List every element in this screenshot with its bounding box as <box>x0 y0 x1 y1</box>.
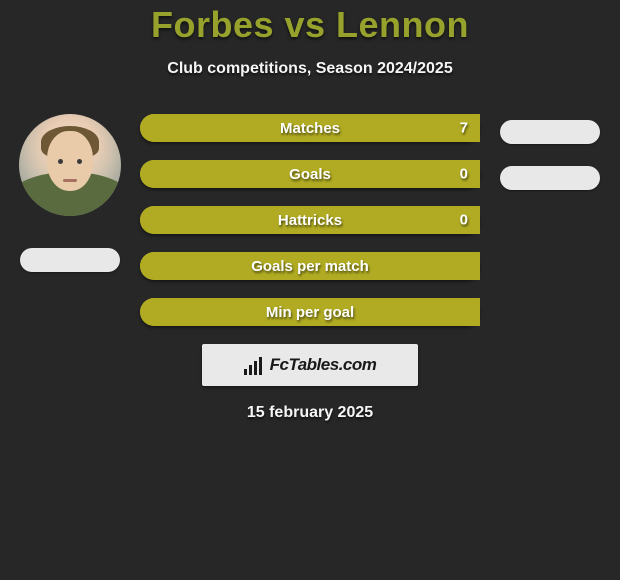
player-right-name-pill-1 <box>500 120 600 144</box>
stats-column: Matches 7 Goals 0 Hattricks 0 Goals per match M… <box>130 114 490 326</box>
bar-chart-icon <box>244 355 262 375</box>
player-left-avatar <box>19 114 121 216</box>
date-line: 15 february 2025 <box>0 404 620 422</box>
stat-bar: Goals per match <box>140 252 480 280</box>
player-left-name-pill <box>20 248 120 272</box>
stat-bar: Goals 0 <box>140 160 480 188</box>
player-right-column <box>490 114 610 190</box>
stat-label: Min per goal <box>266 304 354 321</box>
player-right-name-pill-2 <box>500 166 600 190</box>
stat-right-value: 7 <box>460 120 468 137</box>
stat-right-value: 0 <box>460 166 468 183</box>
stat-right-value: 0 <box>460 212 468 229</box>
player-left-column <box>10 114 130 272</box>
avatar-eye-left <box>58 159 63 164</box>
stat-bar: Hattricks 0 <box>140 206 480 234</box>
source-logo-text: FcTables.com <box>270 355 377 375</box>
comparison-card: Forbes vs Lennon Club competitions, Seas… <box>0 0 620 580</box>
stat-bar: Min per goal <box>140 298 480 326</box>
stat-label: Goals <box>289 166 331 183</box>
page-title: Forbes vs Lennon <box>0 4 620 46</box>
stat-bar: Matches 7 <box>140 114 480 142</box>
stat-label: Goals per match <box>251 258 369 275</box>
avatar-mouth <box>63 179 77 182</box>
stat-label: Hattricks <box>278 212 342 229</box>
source-logo[interactable]: FcTables.com <box>202 344 418 386</box>
stat-label: Matches <box>280 120 340 137</box>
body-row: Matches 7 Goals 0 Hattricks 0 Goals per match M… <box>0 114 620 326</box>
subtitle: Club competitions, Season 2024/2025 <box>0 60 620 78</box>
